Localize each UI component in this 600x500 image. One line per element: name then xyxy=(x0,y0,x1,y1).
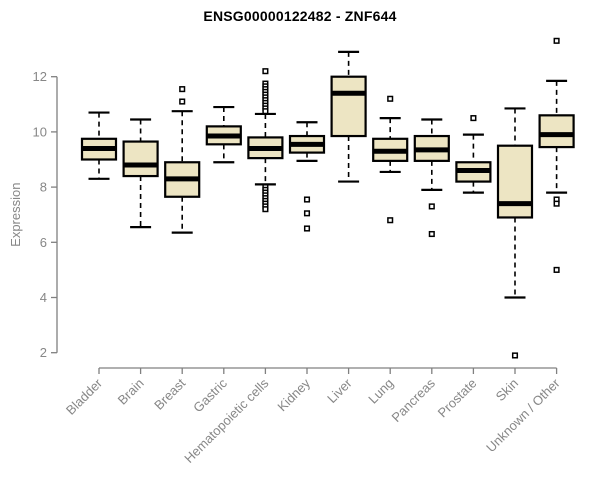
x-tick-label-bladder: Bladder xyxy=(63,375,106,418)
boxplot-breast xyxy=(164,86,201,234)
boxplot-unknown-other xyxy=(538,37,575,273)
outlier-point xyxy=(303,225,311,232)
iqr-box xyxy=(330,75,367,138)
outlier-point xyxy=(387,95,394,102)
y-tick-label: 6 xyxy=(40,235,47,250)
x-tick-label-kidney: Kidney xyxy=(274,375,313,414)
outlier-point xyxy=(428,203,435,210)
boxplot-gastric xyxy=(205,105,242,164)
boxplot-skin xyxy=(496,107,534,359)
outlier-point xyxy=(303,210,311,217)
outlier-point xyxy=(262,68,269,75)
iqr-box xyxy=(538,114,575,149)
outlier-point xyxy=(262,108,269,115)
boxplot-kidney xyxy=(288,121,326,232)
boxplot-bladder xyxy=(80,111,118,180)
y-tick-label: 8 xyxy=(40,180,47,195)
y-axis-label: Expression xyxy=(8,183,23,247)
x-tick-label-pancreas: Pancreas xyxy=(388,375,438,425)
outlier-point xyxy=(553,200,560,207)
x-tick-label-prostate: Prostate xyxy=(435,376,480,421)
x-tick-label-liver: Liver xyxy=(324,375,355,406)
iqr-box xyxy=(122,140,159,178)
x-tick-label-lung: Lung xyxy=(365,376,396,407)
outlier-point xyxy=(470,115,477,122)
chart-title: ENSG00000122482 - ZNF644 xyxy=(203,8,397,24)
x-tick-label-skin: Skin xyxy=(493,376,521,404)
y-tick-label: 12 xyxy=(33,69,47,84)
outlier-point xyxy=(553,37,560,44)
outlier-point xyxy=(428,230,435,238)
boxplot-liver xyxy=(330,50,367,183)
x-tick-label-breast: Breast xyxy=(151,375,188,412)
x-tick-label-gastric: Gastric xyxy=(190,375,230,415)
x-tick-label-unknown-other: Unknown / Other xyxy=(483,375,563,455)
outlier-point xyxy=(387,217,394,224)
boxplot-hematopoietic-cells xyxy=(247,68,284,213)
x-tick-label-brain: Brain xyxy=(115,376,147,408)
outlier-point xyxy=(511,352,519,359)
iqr-box xyxy=(496,144,534,219)
outlier-point xyxy=(262,206,269,213)
y-tick-label: 4 xyxy=(40,290,47,305)
outlier-point xyxy=(179,98,186,105)
outlier-point xyxy=(303,196,311,203)
y-axis: 2 4 6 8 10 12 Expression xyxy=(8,69,58,360)
boxplot-pancreas xyxy=(413,118,450,238)
y-tick-label: 2 xyxy=(40,345,47,360)
boxplot-prostate xyxy=(455,115,492,194)
boxplot-lung xyxy=(372,95,409,224)
outlier-point xyxy=(179,86,186,93)
outlier-point xyxy=(553,266,560,273)
boxplot-brain xyxy=(122,118,159,229)
y-tick-label: 10 xyxy=(33,124,47,139)
